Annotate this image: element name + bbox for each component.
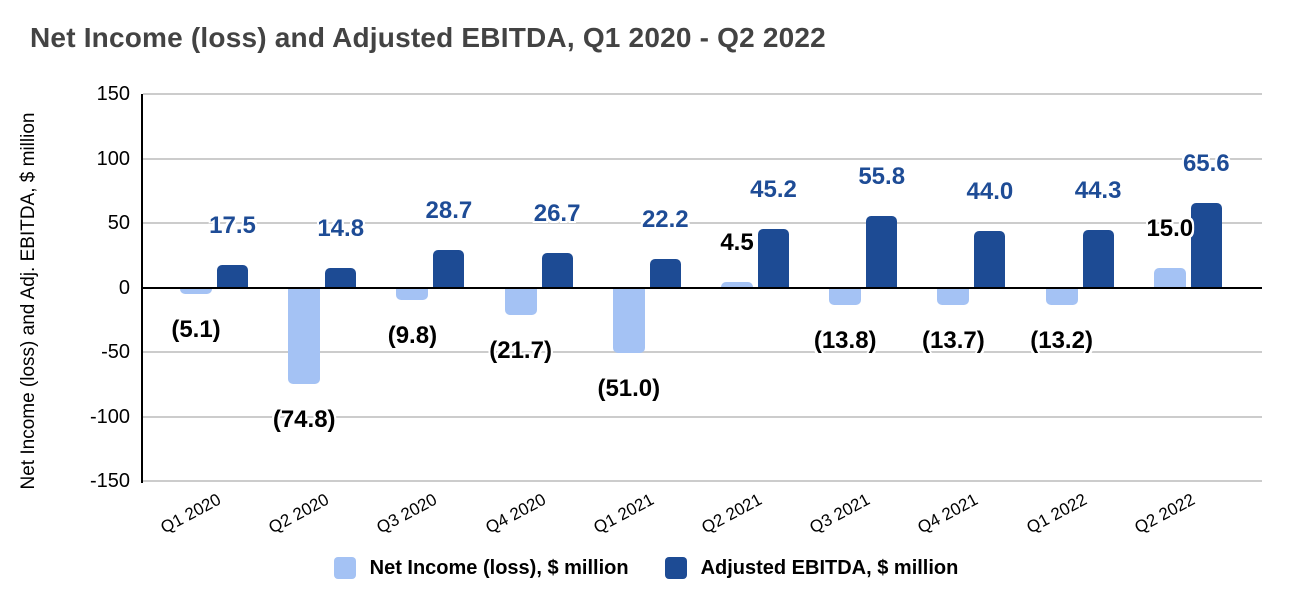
net-income-value-label: (13.2) bbox=[1030, 326, 1093, 354]
ebitda-value-label: 45.2 bbox=[750, 176, 797, 204]
ebitda-value-label: 26.7 bbox=[533, 200, 581, 228]
ebitda-bar bbox=[217, 264, 248, 288]
net-income-value-label: (5.1) bbox=[171, 316, 221, 344]
y-tick-label: 50 bbox=[107, 212, 130, 234]
net-income-bar bbox=[396, 287, 429, 301]
y-axis-line bbox=[141, 94, 143, 483]
ebitda-bar bbox=[325, 268, 357, 288]
y-tick-label: 0 bbox=[118, 276, 130, 299]
x-tick-label: Q4 2020 bbox=[482, 489, 549, 538]
x-tick-label: Q4 2021 bbox=[914, 489, 982, 538]
ebitda-value-label: 22.2 bbox=[641, 205, 689, 233]
x-tick-label: Q3 2021 bbox=[806, 489, 874, 538]
x-tick-label: Q1 2022 bbox=[1023, 489, 1090, 538]
net-income-value-label: (13.7) bbox=[922, 327, 985, 355]
y-tick-label: -100 bbox=[89, 405, 130, 428]
net-income-bar bbox=[504, 287, 537, 316]
net-income-value-label: 4.5 bbox=[720, 228, 754, 256]
legend-label-ebitda: Adjusted EBITDA, $ million bbox=[700, 556, 959, 579]
gridline bbox=[143, 415, 1262, 418]
x-tick-label: Q3 2020 bbox=[373, 489, 441, 538]
y-tick-label: 150 bbox=[96, 83, 130, 105]
net-income-bar bbox=[1153, 268, 1186, 288]
net-income-bar bbox=[612, 287, 645, 354]
ebitda-value-label: 44.3 bbox=[1074, 177, 1122, 205]
net-income-bar bbox=[829, 287, 862, 306]
net-income-value-label: (21.7) bbox=[489, 337, 552, 365]
legend: Net Income (loss), $ million Adjusted EB… bbox=[0, 552, 1292, 584]
net-income-bar bbox=[180, 287, 212, 295]
ebitda-value-label: 55.8 bbox=[858, 162, 906, 190]
ebitda-value-label: 17.5 bbox=[209, 211, 256, 239]
net-income-value-label: (74.8) bbox=[272, 405, 336, 433]
x-tick-label: Q2 2021 bbox=[698, 489, 766, 538]
ebitda-bar bbox=[1082, 230, 1114, 288]
legend-label-net-income: Net Income (loss), $ million bbox=[369, 556, 629, 579]
net-income-value-label: (9.8) bbox=[387, 322, 438, 350]
gridline bbox=[143, 93, 1262, 95]
y-tick-label: -150 bbox=[89, 470, 130, 492]
ebitda-bar bbox=[433, 250, 465, 288]
y-tick-label: 100 bbox=[96, 147, 130, 170]
x-tick-label: Q2 2022 bbox=[1131, 489, 1198, 538]
y-tick-label: -50 bbox=[101, 341, 130, 363]
net-income-value-label: 15.0 bbox=[1146, 215, 1194, 243]
x-axis-zero-line bbox=[143, 286, 1262, 289]
x-tick-label: Q1 2020 bbox=[157, 489, 225, 538]
ebitda-bar bbox=[758, 229, 789, 288]
ebitda-bar bbox=[974, 230, 1006, 288]
ebitda-value-label: 44.0 bbox=[966, 177, 1014, 205]
legend-item-ebitda: Adjusted EBITDA, $ million bbox=[664, 556, 959, 580]
ebitda-swatch-icon bbox=[664, 557, 687, 579]
ebitda-bar bbox=[1190, 202, 1222, 288]
net-income-swatch-icon bbox=[333, 557, 356, 579]
ebitda-bar bbox=[866, 215, 898, 288]
gridline bbox=[143, 351, 1262, 353]
gridline bbox=[143, 480, 1262, 482]
ebitda-value-label: 28.7 bbox=[425, 197, 473, 225]
legend-item-net-income: Net Income (loss), $ million bbox=[333, 556, 629, 580]
gridline bbox=[143, 222, 1262, 224]
net-income-bar bbox=[1045, 287, 1078, 305]
gridline bbox=[143, 157, 1262, 160]
ebitda-value-label: 14.8 bbox=[317, 215, 365, 243]
x-tick-label: Q2 2020 bbox=[265, 489, 333, 538]
net-income-value-label: (13.8) bbox=[813, 327, 877, 355]
chart-title: Net Income (loss) and Adjusted EBITDA, Q… bbox=[30, 22, 826, 53]
net-income-value-label: (51.0) bbox=[597, 375, 661, 403]
net-income-bar bbox=[937, 287, 970, 306]
net-income-bar bbox=[288, 287, 321, 384]
net-income-bar bbox=[721, 281, 753, 288]
x-tick-label: Q1 2021 bbox=[590, 489, 657, 538]
ebitda-bar bbox=[649, 258, 681, 288]
ebitda-bar bbox=[541, 253, 573, 288]
ebitda-value-label: 65.6 bbox=[1182, 149, 1230, 177]
